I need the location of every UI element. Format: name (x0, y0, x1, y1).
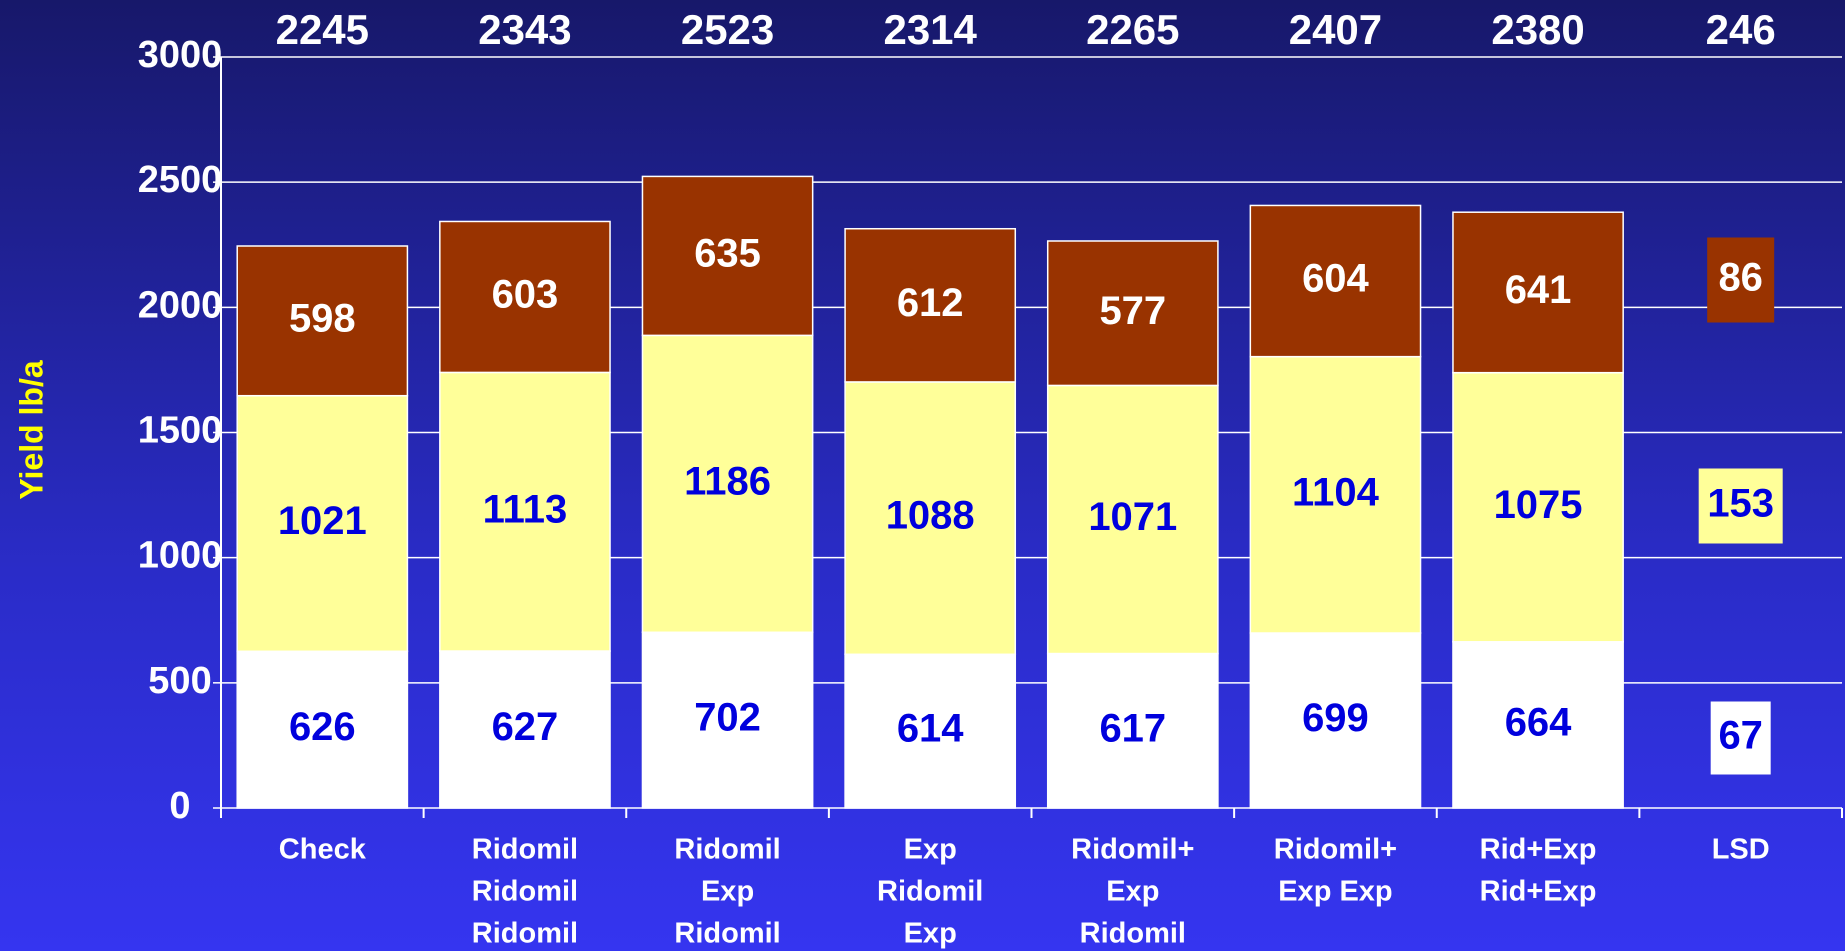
segment-label: 1104 (1292, 470, 1380, 514)
segment-label: 699 (1302, 696, 1369, 740)
segment-label: 1071 (1088, 495, 1177, 539)
bar-segment (1452, 371, 1624, 643)
segment-label: 627 (492, 705, 559, 749)
bar-segment (1249, 355, 1422, 634)
bar-segment (844, 227, 1017, 383)
segment-label: 612 (897, 281, 964, 325)
total-label: 2523 (681, 6, 774, 53)
lsd-value: 86 (1718, 256, 1763, 300)
bar-segment (1249, 204, 1422, 358)
bar-segment (1452, 211, 1624, 374)
y-tick-label: 500 (148, 660, 211, 702)
bar-segment (1249, 632, 1422, 809)
segment-label: 1088 (886, 494, 975, 538)
x-tick-label: Rid+Exp (1480, 876, 1597, 908)
bar-segment (1452, 641, 1624, 809)
segment-label: 617 (1099, 706, 1166, 750)
y-tick-label: 1500 (138, 410, 223, 452)
total-label: 2407 (1289, 6, 1382, 53)
lsd-total: 246 (1706, 6, 1776, 53)
segment-label: 577 (1099, 289, 1166, 333)
x-tick-label: Ridomil (674, 834, 780, 866)
segment-label: 635 (694, 231, 761, 275)
segment-label: 604 (1302, 257, 1369, 301)
segment-label: 641 (1505, 268, 1572, 312)
bar-segment (439, 371, 611, 652)
bar-segment (236, 394, 409, 653)
x-tick-label: Exp (904, 918, 957, 950)
segment-label: 614 (897, 707, 964, 751)
segment-label: 1075 (1494, 483, 1583, 527)
x-tick-label: Ridomil+ (1274, 834, 1397, 866)
lsd-value: 153 (1707, 482, 1774, 526)
x-tick-label: Exp (1106, 876, 1159, 908)
bar-segment (439, 650, 611, 809)
total-label: 2380 (1491, 6, 1584, 53)
x-tick-label: Check (279, 834, 367, 866)
bar-segment (439, 220, 611, 374)
y-tick-label: 1000 (138, 535, 223, 577)
x-tick-label: Exp (701, 876, 754, 908)
segment-label: 598 (289, 296, 356, 340)
bar-segment (641, 631, 814, 809)
segment-label: 626 (289, 705, 356, 749)
y-axis-label: Yield lb/a (13, 360, 49, 500)
segment-label: 664 (1505, 700, 1572, 744)
bar-segment (236, 650, 409, 809)
x-tick-label: Rid+Exp (1480, 834, 1597, 866)
bar-segment (844, 653, 1017, 809)
bar-segment (1046, 652, 1219, 809)
bar-segment (844, 381, 1017, 656)
segment-label: 1021 (278, 499, 367, 543)
x-tick-label: LSD (1712, 834, 1770, 866)
segment-label: 1113 (483, 487, 568, 531)
x-tick-label: Ridomil (877, 876, 983, 908)
bar-segment (1046, 240, 1219, 387)
bar-segment (236, 245, 409, 397)
x-tick-label: Ridomil (472, 834, 578, 866)
total-label: 2245 (276, 6, 369, 53)
total-label: 2343 (478, 6, 571, 53)
total-label: 2314 (883, 6, 977, 53)
x-tick-label: Exp (904, 834, 957, 866)
bar-segment (1046, 384, 1219, 655)
x-tick-label: Ridomil (472, 918, 578, 950)
segment-label: 1186 (684, 459, 771, 503)
bar-segment (641, 175, 814, 337)
y-tick-label: 3000 (138, 34, 223, 76)
x-tick-label: Exp Exp (1278, 876, 1392, 908)
lsd-badge (1707, 237, 1775, 323)
lsd-value: 67 (1718, 714, 1763, 758)
total-label: 2265 (1086, 6, 1179, 53)
y-tick-label: 2500 (138, 159, 223, 201)
segment-label: 702 (694, 696, 761, 740)
x-tick-label: Ridomil (1080, 918, 1186, 950)
y-tick-label: 0 (169, 785, 190, 827)
bar-segment (641, 334, 814, 634)
y-tick-label: 2000 (138, 284, 223, 326)
lsd-badge (1698, 468, 1783, 544)
lsd-badge (1710, 701, 1771, 775)
segment-label: 603 (492, 273, 559, 317)
x-tick-label: Ridomil+ (1071, 834, 1194, 866)
x-tick-label: Ridomil (472, 876, 578, 908)
x-tick-label: Ridomil (674, 918, 780, 950)
